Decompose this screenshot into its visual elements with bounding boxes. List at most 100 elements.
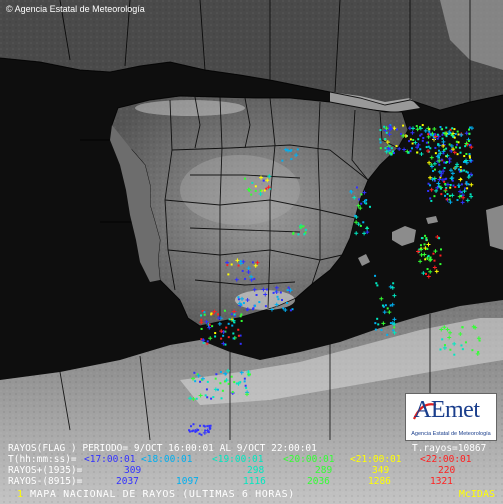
strike-negative xyxy=(463,155,466,158)
strike-negative xyxy=(437,149,440,152)
strike-positive xyxy=(392,317,397,322)
strike-negative xyxy=(239,315,242,318)
strike-negative xyxy=(466,171,469,174)
strike-positive xyxy=(403,134,408,139)
strike-positive xyxy=(392,330,397,335)
strike-positive xyxy=(362,190,367,195)
strike-negative xyxy=(443,180,446,183)
strike-negative xyxy=(465,170,468,173)
strike-positive xyxy=(464,181,469,186)
strike-negative xyxy=(265,288,268,291)
strike-negative xyxy=(449,131,452,134)
strike-negative xyxy=(432,252,435,255)
strike-negative xyxy=(203,311,206,314)
strike-negative xyxy=(469,143,472,146)
strike-negative xyxy=(464,341,467,344)
strike-negative xyxy=(251,308,254,311)
strike-negative xyxy=(468,156,471,159)
strike-negative xyxy=(232,332,235,335)
strike-negative xyxy=(211,312,214,315)
strike-negative xyxy=(449,128,452,131)
strike-positive xyxy=(433,249,438,254)
strike-negative xyxy=(224,343,227,346)
strike-negative xyxy=(368,205,371,208)
strike-negative xyxy=(419,148,422,151)
strike-negative xyxy=(426,247,429,250)
strike-negative xyxy=(392,282,395,285)
strike-negative xyxy=(386,333,389,336)
strike-positive xyxy=(445,153,450,158)
strike-positive xyxy=(265,178,270,183)
map-footer: 1 MAPA NACIONAL DE RAYOS (ULTIMAS 6 HORA… xyxy=(0,488,503,504)
strike-positive xyxy=(217,316,222,321)
strike-negative xyxy=(453,128,456,131)
strike-negative xyxy=(427,189,430,192)
strike-positive xyxy=(199,320,204,325)
strike-positive xyxy=(451,147,456,152)
strike-negative xyxy=(228,318,231,321)
strike-positive xyxy=(415,145,420,150)
strike-positive xyxy=(428,269,433,274)
strike-negative xyxy=(233,321,236,324)
strike-negative xyxy=(392,152,395,155)
strike-positive xyxy=(415,127,420,132)
strike-negative xyxy=(428,150,431,153)
strike-negative xyxy=(240,319,243,322)
strike-positive xyxy=(387,132,392,137)
strike-negative xyxy=(436,133,439,136)
strike-positive xyxy=(384,149,389,154)
strike-negative xyxy=(393,326,396,329)
strike-positive xyxy=(390,302,395,307)
strike-negative xyxy=(248,373,251,376)
neg-value-3: 1116 xyxy=(243,476,266,487)
strike-positive xyxy=(237,301,242,306)
strike-positive xyxy=(436,153,441,158)
strike-positive xyxy=(459,132,464,137)
strike-positive xyxy=(245,297,250,302)
strike-negative xyxy=(196,373,199,376)
strike-negative xyxy=(220,337,223,340)
strike-negative xyxy=(466,187,469,190)
strike-negative xyxy=(240,303,243,306)
strike-negative xyxy=(380,329,383,332)
strike-negative xyxy=(420,133,423,136)
strike-negative xyxy=(445,161,448,164)
strike-negative xyxy=(212,396,215,399)
strike-negative xyxy=(381,304,384,307)
strike-negative xyxy=(192,423,195,426)
strike-negative xyxy=(286,302,289,305)
strike-negative xyxy=(439,176,442,179)
strike-negative xyxy=(428,130,431,133)
strike-positive xyxy=(426,274,431,279)
strike-positive xyxy=(419,152,424,157)
strike-negative xyxy=(408,140,411,143)
strike-positive xyxy=(226,368,231,373)
strike-negative xyxy=(395,145,398,148)
strike-negative xyxy=(425,146,428,149)
strike-positive xyxy=(430,177,435,182)
strike-negative xyxy=(445,147,448,150)
strike-positive xyxy=(252,287,257,292)
pos-value-4: 289 xyxy=(315,465,333,476)
strike-negative xyxy=(193,371,196,374)
strike-positive xyxy=(219,329,224,334)
strike-negative xyxy=(450,177,453,180)
strike-negative xyxy=(469,193,472,196)
island-sardinia xyxy=(486,205,503,250)
strike-negative xyxy=(428,128,431,131)
strike-positive xyxy=(207,325,212,330)
strike-positive xyxy=(274,302,279,307)
strike-negative xyxy=(254,185,257,188)
strike-negative xyxy=(444,178,447,181)
strike-negative xyxy=(255,293,258,296)
strike-negative xyxy=(227,322,230,325)
strike-negative xyxy=(425,237,428,240)
strike-positive xyxy=(426,149,431,153)
interval-1: <17:00:01 xyxy=(84,454,136,465)
strike-positive xyxy=(426,134,431,139)
strike-positive xyxy=(263,292,268,297)
strike-positive xyxy=(440,177,445,182)
strike-negative xyxy=(243,377,246,380)
strike-negative xyxy=(402,124,405,127)
strike-positive xyxy=(473,325,478,330)
